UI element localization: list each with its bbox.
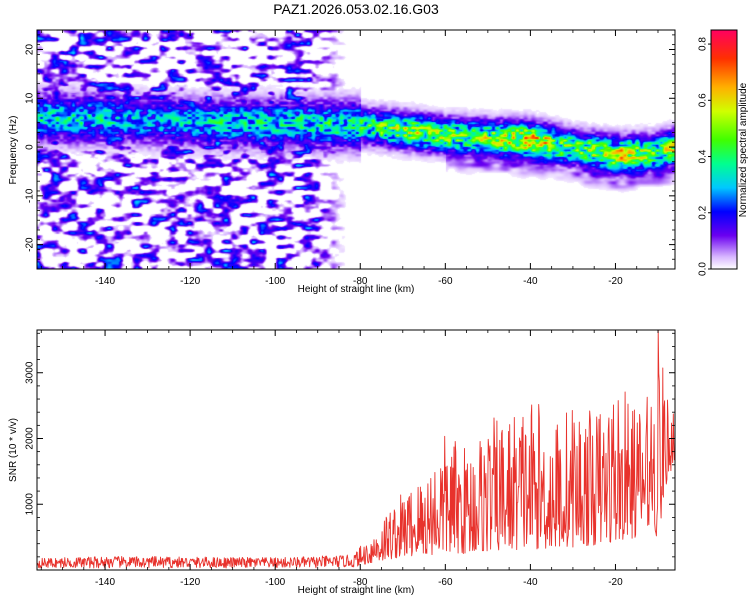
snr-x-tick-label: -80 (353, 577, 368, 588)
figure-title: PAZ1.2026.053.02.16.G03 (273, 1, 439, 17)
spectrogram-x-tick-label: -120 (180, 276, 200, 287)
colorbar-tick-label: 0.0 (698, 262, 709, 276)
spectrogram-y-axis-label: Frequency (Hz) (8, 116, 19, 185)
spectrogram-x-tick-label: -140 (95, 276, 115, 287)
spectrogram-x-tick-label: -60 (438, 276, 453, 287)
spectrogram-frame (36, 29, 676, 270)
snr-y-tick-label: 1000 (25, 493, 36, 516)
colorbar-tick-label: 0.8 (698, 37, 709, 51)
snr-y-tick-label: 2000 (25, 427, 36, 450)
spectrogram-y-tick-label: 20 (25, 44, 36, 56)
snr-y-tick-label: 3000 (25, 361, 36, 384)
snr-y-ticks: 1000 2000 3000 (25, 332, 675, 558)
snr-frame (36, 329, 676, 571)
spectrogram-heatmap (37, 30, 675, 269)
snr-panel: -140 -120 -100 -80 -60 -40 -20 1000 2000 3000 He… (8, 329, 676, 596)
spectrogram-x-axis-label: Height of straight line (km) (298, 284, 415, 295)
spectrogram-x-tick-label: -20 (608, 276, 623, 287)
snr-x-tick-label: -120 (180, 577, 200, 588)
colorbar: 0.0 0.2 0.4 0.6 0.8 Normalized spectral ampl… (698, 29, 749, 276)
spectrogram-y-tick-label: 0 (25, 144, 36, 150)
snr-y-axis-label: SNR (10 * v/v) (8, 418, 19, 482)
spectrogram-y-tick-label: 10 (25, 92, 36, 104)
snr-x-tick-label: -100 (265, 577, 285, 588)
snr-x-tick-label: -140 (95, 577, 115, 588)
colorbar-tick-label: 0.6 (698, 93, 709, 107)
spectrogram-x-tick-label: -80 (353, 276, 368, 287)
snr-x-tick-label: -60 (438, 577, 453, 588)
colorbar-ticks: 0.0 0.2 0.4 0.6 0.8 (698, 37, 711, 276)
colorbar-tick-label: 0.2 (698, 205, 709, 219)
snr-x-axis-label: Height of straight line (km) (298, 585, 415, 596)
spectrogram-x-tick-label: -100 (265, 276, 285, 287)
snr-x-tick-label: -20 (608, 577, 623, 588)
spectrogram-y-tick-label: -20 (25, 237, 36, 252)
spectrogram-y-ticks: -20 -10 0 10 20 (25, 34, 675, 270)
colorbar-gradient (710, 29, 738, 270)
spectrogram-y-tick-label: -10 (25, 188, 36, 203)
colorbar-label: Normalized spectral amplitude (738, 82, 749, 217)
snr-x-ticks: -140 -120 -100 -80 -60 -40 -20 (40, 330, 659, 588)
snr-x-tick-label: -40 (523, 577, 538, 588)
spectrogram-x-ticks: -140 -120 -100 -80 -60 -40 -20 (40, 30, 659, 287)
spectrogram-x-tick-label: -40 (523, 276, 538, 287)
snr-series-line (37, 330, 675, 569)
colorbar-tick-label: 0.4 (698, 149, 709, 163)
